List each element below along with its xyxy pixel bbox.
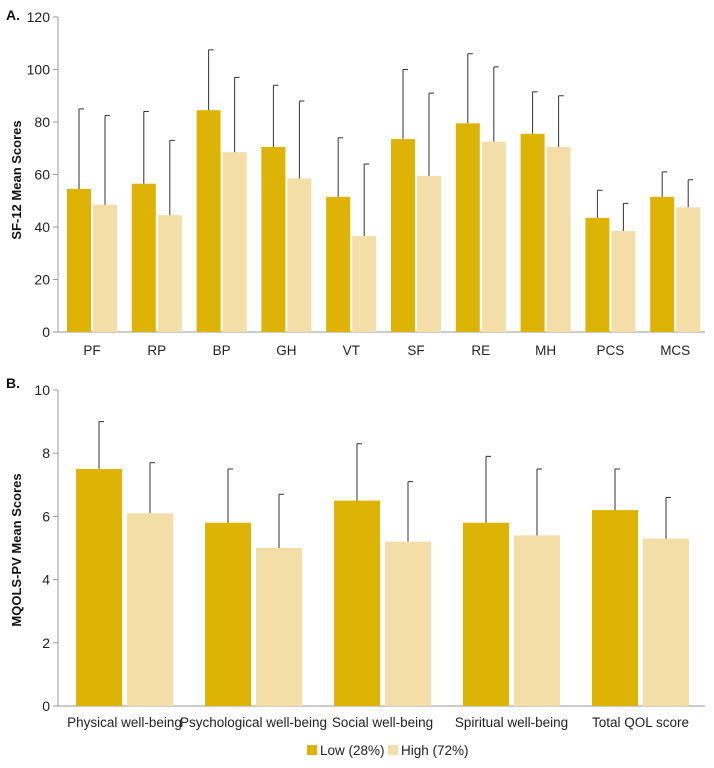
y-tick-label: 4 [42, 572, 50, 588]
y-tick-label: 120 [27, 9, 51, 25]
y-tick-label: 8 [42, 445, 50, 461]
legend-low-swatch [307, 745, 317, 755]
panel-b-mqols-chart: B. MQOLS-PV Mean Scores 0 2 4 6 8 10 Physical … [6, 375, 705, 730]
bar-high [222, 152, 247, 332]
x-category-label: VT [343, 343, 360, 358]
x-category-label: PCS [597, 343, 625, 358]
x-category-label: GH [276, 343, 296, 358]
bar-low [334, 500, 380, 706]
bar-low [196, 110, 221, 332]
y-tick-label: 40 [34, 219, 50, 235]
bar-high [352, 236, 377, 332]
bar-high [287, 178, 312, 332]
y-tick-label: 0 [42, 324, 50, 340]
y-tick-label: 10 [34, 382, 50, 398]
x-category-label: Physical well-being [67, 715, 182, 730]
x-category-label: Psychological well-being [180, 715, 327, 730]
bar-high [611, 230, 636, 332]
x-category-label: Total QOL score [592, 715, 689, 730]
bar-low [455, 123, 480, 332]
y-tick-label: 80 [34, 114, 50, 130]
x-category-label: MH [535, 343, 556, 358]
bar-low [463, 522, 509, 706]
bar-high [676, 207, 701, 332]
x-category-label: Social well-being [332, 715, 433, 730]
y-tick-label: 2 [42, 635, 50, 651]
panel-b-label: B. [6, 375, 20, 391]
panel-a-label: A. [6, 7, 20, 23]
y-tick-label: 20 [34, 272, 50, 288]
y-tick-label: 60 [34, 167, 50, 183]
bar-low [650, 196, 675, 332]
y-tick-label: 100 [27, 62, 51, 78]
bar-low [592, 510, 638, 706]
bar-high [514, 535, 560, 706]
bar-high [157, 215, 182, 332]
bar-high [385, 541, 431, 706]
panel-b-y-axis-title: MQOLS-PV Mean Scores [9, 473, 24, 626]
bar-high [127, 513, 173, 706]
bar-high [546, 146, 571, 332]
bar-low [391, 139, 415, 332]
x-category-label: RE [471, 343, 490, 358]
bar-low [131, 183, 156, 332]
chart-legend: Low (28%) High (72%) [307, 743, 469, 758]
bar-low [585, 217, 610, 332]
bar-high [417, 175, 441, 332]
bar-low [205, 522, 251, 706]
x-category-label: Spiritual well-being [455, 715, 568, 730]
legend-high-label: High (72%) [401, 743, 469, 758]
panel-a-y-axis-title: SF-12 Mean Scores [9, 120, 24, 239]
legend-high-swatch [388, 745, 398, 755]
x-category-label: RP [147, 343, 166, 358]
bar-low [76, 469, 122, 706]
x-category-label: BP [213, 343, 231, 358]
bar-high [643, 538, 689, 706]
bar-high [481, 141, 506, 332]
x-category-label: PF [83, 343, 100, 358]
panel-a-sf12-chart: A. SF-12 Mean Scores 0 20 40 60 80 100 120 PF RP… [6, 7, 705, 358]
x-category-label: SF [407, 343, 424, 358]
x-category-label: MCS [660, 343, 690, 358]
bar-high [256, 548, 302, 706]
y-tick-label: 6 [42, 508, 50, 524]
bar-high [93, 204, 117, 332]
legend-low-label: Low (28%) [320, 743, 385, 758]
bar-low [67, 188, 91, 332]
bar-low [261, 146, 286, 332]
bar-low [520, 133, 545, 332]
y-tick-label: 0 [42, 698, 50, 714]
bar-low [326, 196, 351, 332]
